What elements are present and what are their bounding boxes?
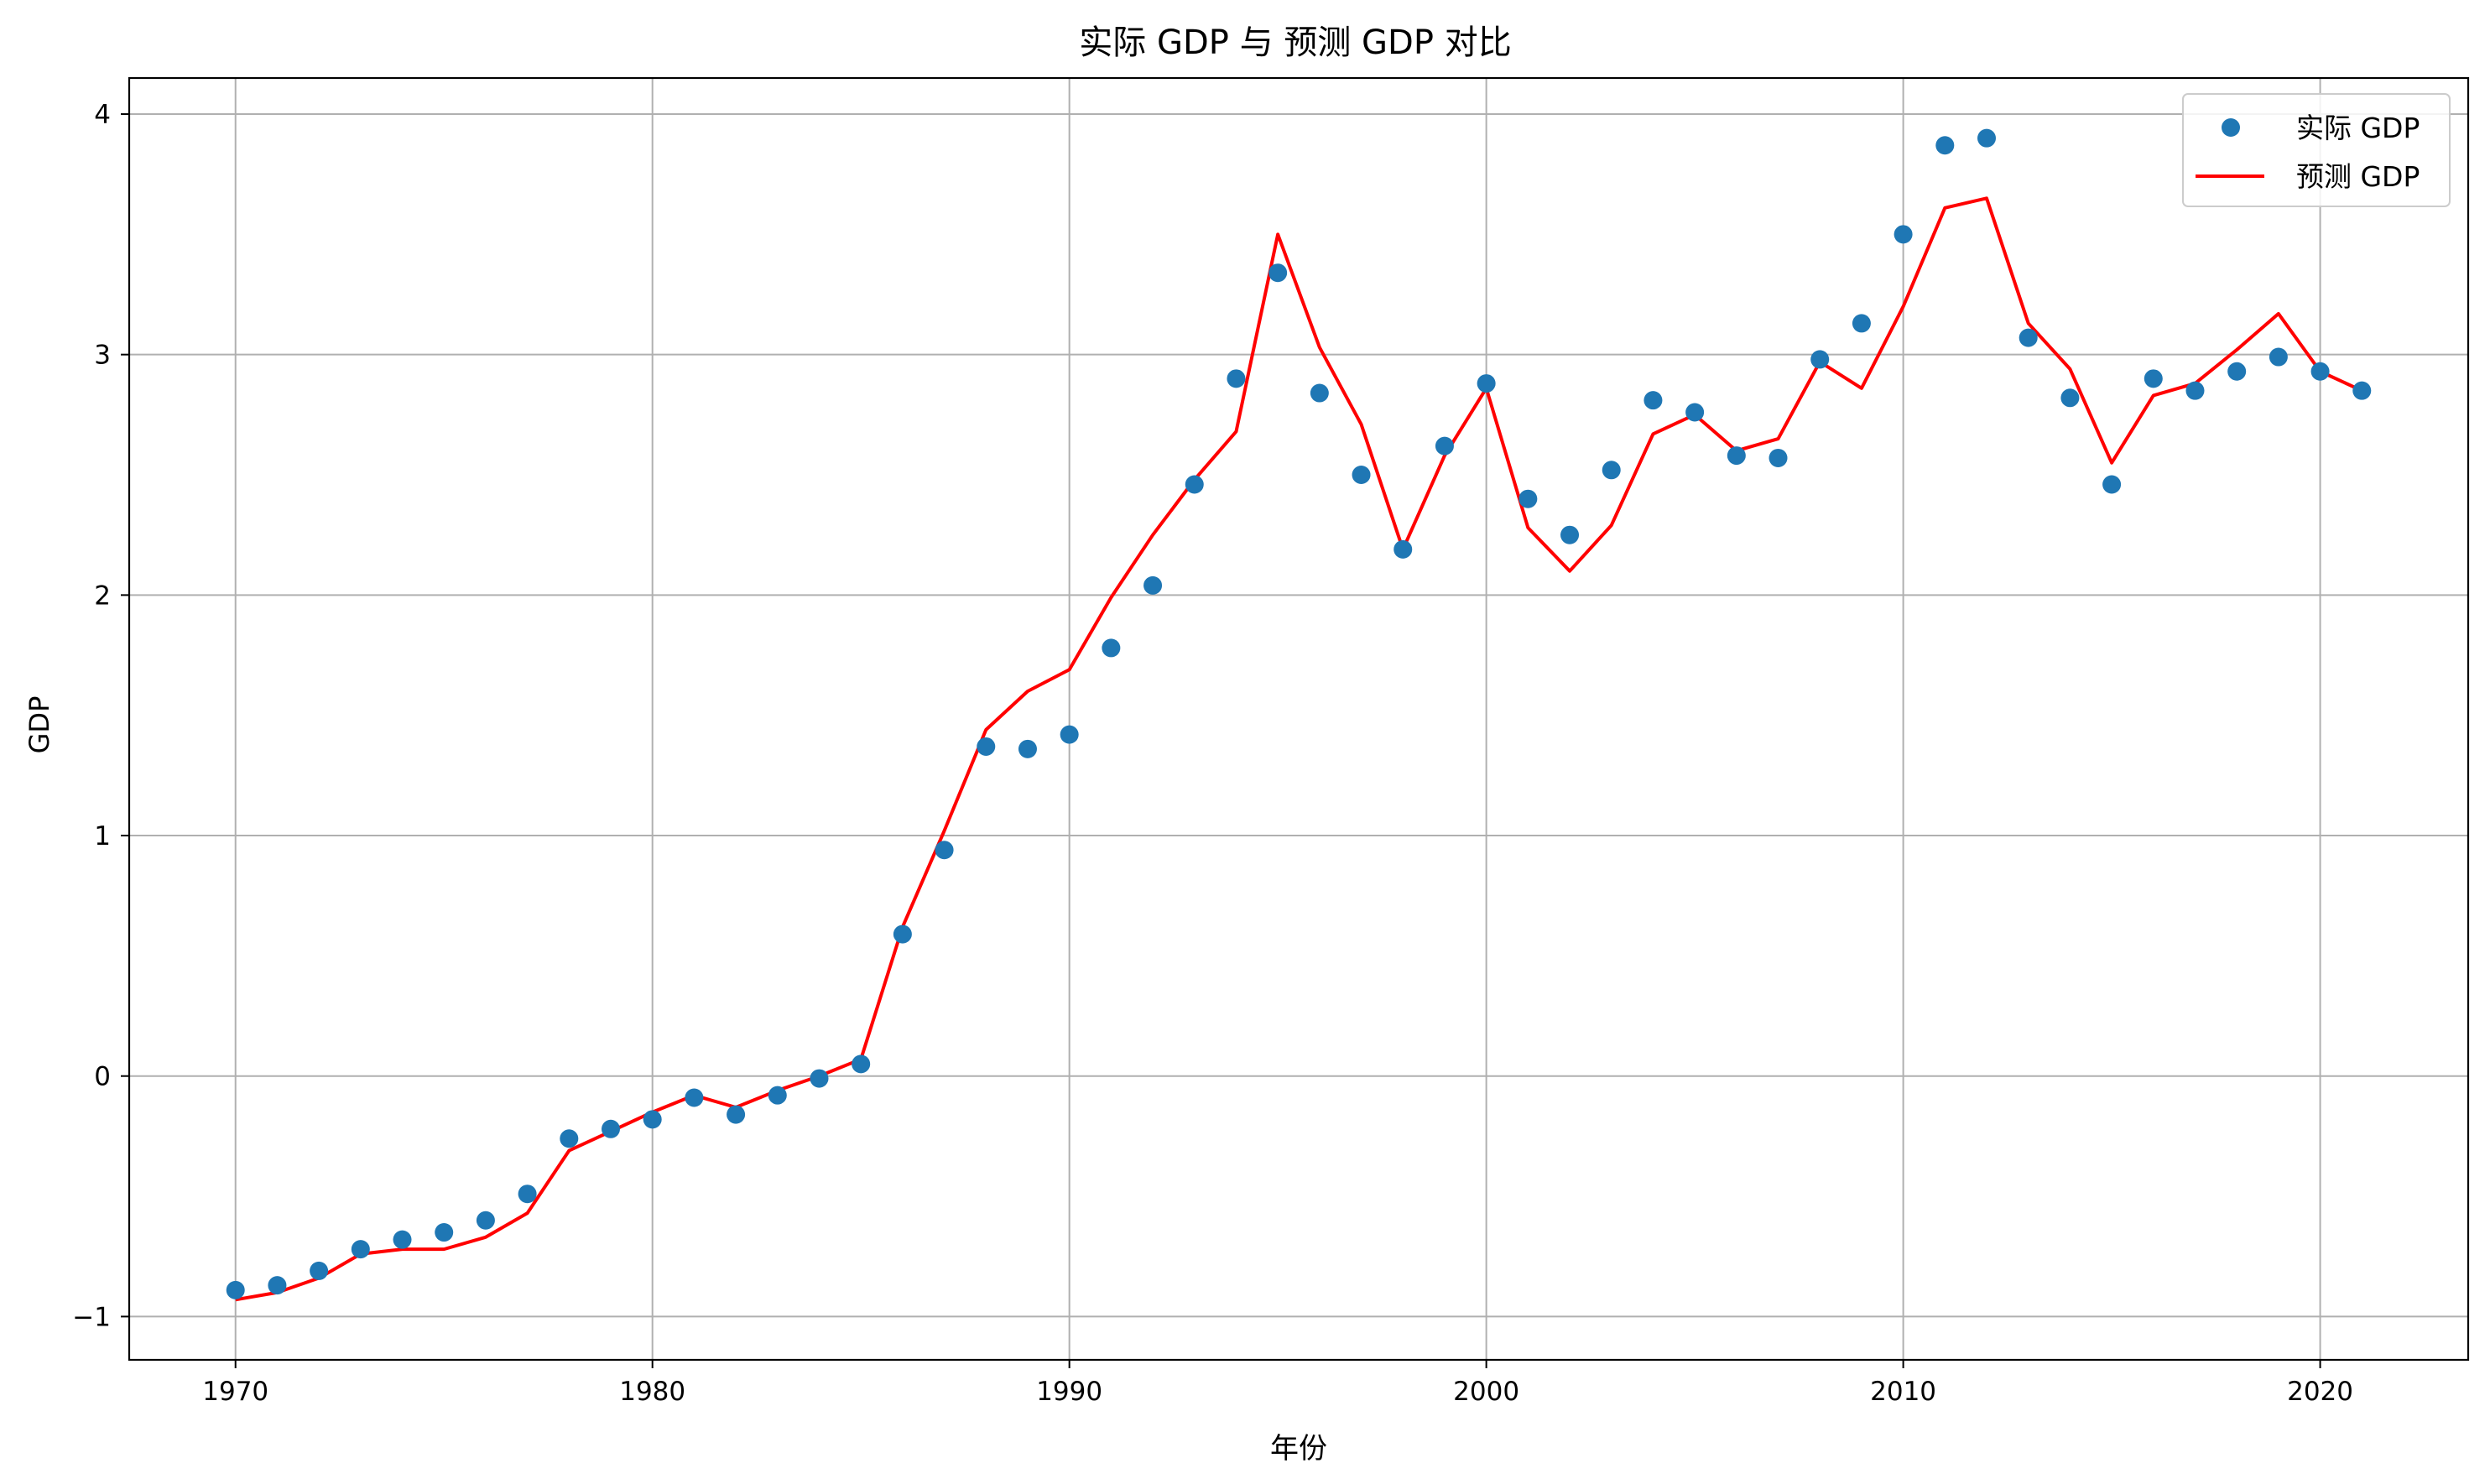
data-point-actual-gdp bbox=[1810, 350, 1830, 369]
data-point-actual-gdp bbox=[2060, 388, 2080, 408]
grid-lines bbox=[129, 78, 2468, 1360]
legend-marker-actual bbox=[2222, 118, 2240, 137]
data-point-actual-gdp bbox=[1185, 475, 1204, 494]
legend-label-predicted: 预测 GDP bbox=[2296, 160, 2420, 193]
data-point-actual-gdp bbox=[2102, 475, 2122, 494]
data-point-actual-gdp bbox=[435, 1223, 454, 1242]
data-point-actual-gdp bbox=[1602, 461, 1621, 480]
data-point-actual-gdp bbox=[2144, 369, 2163, 388]
data-point-actual-gdp bbox=[977, 737, 996, 756]
x-tick-label: 1990 bbox=[1036, 1377, 1102, 1407]
data-point-actual-gdp bbox=[1102, 638, 1121, 658]
y-tick-label: 1 bbox=[94, 821, 111, 851]
data-point-actual-gdp bbox=[602, 1119, 620, 1138]
data-point-actual-gdp bbox=[1769, 448, 1788, 467]
x-axis-ticks: 1970 1980 1990 2000 2010 2020 bbox=[202, 1360, 2353, 1407]
data-point-actual-gdp bbox=[2310, 362, 2330, 381]
data-point-actual-gdp bbox=[935, 841, 954, 860]
data-point-actual-gdp bbox=[1435, 436, 1454, 456]
data-point-actual-gdp bbox=[2185, 381, 2205, 400]
data-point-actual-gdp bbox=[1143, 575, 1163, 595]
y-tick-label: −1 bbox=[72, 1302, 111, 1332]
data-point-actual-gdp bbox=[1352, 466, 1371, 485]
data-point-actual-gdp bbox=[2227, 362, 2247, 381]
data-point-actual-gdp bbox=[1560, 525, 1580, 544]
x-tick-label: 1980 bbox=[619, 1377, 685, 1407]
data-point-actual-gdp bbox=[893, 924, 912, 944]
x-axis-label: 年份 bbox=[1270, 1432, 1327, 1466]
data-point-actual-gdp bbox=[226, 1280, 245, 1299]
y-tick-label: 0 bbox=[94, 1062, 111, 1092]
data-point-actual-gdp bbox=[727, 1105, 746, 1124]
legend-box bbox=[2182, 93, 2451, 207]
data-point-actual-gdp bbox=[518, 1185, 537, 1204]
data-point-actual-gdp bbox=[1477, 374, 1496, 393]
y-axis-label: GDP bbox=[23, 696, 55, 754]
data-point-actual-gdp bbox=[1935, 136, 1955, 155]
data-point-actual-gdp bbox=[1518, 489, 1538, 508]
data-point-actual-gdp bbox=[1310, 383, 1329, 403]
data-point-actual-gdp bbox=[2019, 328, 2038, 347]
data-point-actual-gdp bbox=[1727, 446, 1746, 466]
x-tick-label: 1970 bbox=[202, 1377, 268, 1407]
legend-label-actual: 实际 GDP bbox=[2296, 112, 2420, 144]
y-tick-label: 3 bbox=[94, 341, 111, 371]
x-tick-label: 2010 bbox=[1870, 1377, 1936, 1407]
data-point-actual-gdp bbox=[768, 1086, 787, 1105]
data-point-actual-gdp bbox=[1977, 128, 1996, 148]
y-axis-ticks: −1 0 1 2 3 4 bbox=[72, 100, 129, 1332]
data-point-actual-gdp bbox=[1227, 369, 1246, 388]
data-point-actual-gdp bbox=[1894, 225, 1913, 244]
data-point-actual-gdp bbox=[685, 1088, 704, 1107]
y-tick-label: 2 bbox=[94, 581, 111, 611]
data-point-actual-gdp bbox=[560, 1129, 579, 1148]
y-tick-label: 4 bbox=[94, 100, 111, 130]
data-point-actual-gdp bbox=[1685, 403, 1705, 422]
x-tick-label: 2020 bbox=[2287, 1377, 2353, 1407]
data-point-actual-gdp bbox=[268, 1276, 287, 1295]
x-tick-label: 2000 bbox=[1453, 1377, 1519, 1407]
series-layer-scatter bbox=[226, 128, 2372, 1299]
series-line-predicted-gdp bbox=[235, 196, 2363, 1302]
legend: 实际 GDP 预测 GDP bbox=[2182, 93, 2451, 207]
data-point-actual-gdp bbox=[2269, 347, 2288, 367]
data-point-actual-gdp bbox=[1852, 314, 1871, 333]
data-point-actual-gdp bbox=[2352, 381, 2372, 400]
data-point-actual-gdp bbox=[1268, 263, 1288, 283]
data-point-actual-gdp bbox=[1018, 739, 1037, 758]
data-point-actual-gdp bbox=[351, 1240, 370, 1259]
data-point-actual-gdp bbox=[1644, 391, 1663, 410]
chart-title: 实际 GDP 与 预测 GDP 对比 bbox=[1079, 23, 1511, 62]
data-point-actual-gdp bbox=[1393, 539, 1413, 559]
data-point-actual-gdp bbox=[476, 1211, 495, 1230]
data-point-actual-gdp bbox=[393, 1230, 412, 1249]
series-layer-line bbox=[235, 196, 2363, 1302]
data-point-actual-gdp bbox=[310, 1261, 329, 1280]
data-point-actual-gdp bbox=[852, 1054, 871, 1074]
data-point-actual-gdp bbox=[810, 1069, 829, 1088]
axes-frame bbox=[128, 76, 2470, 1362]
data-point-actual-gdp bbox=[1060, 725, 1079, 744]
data-point-actual-gdp bbox=[643, 1110, 662, 1129]
